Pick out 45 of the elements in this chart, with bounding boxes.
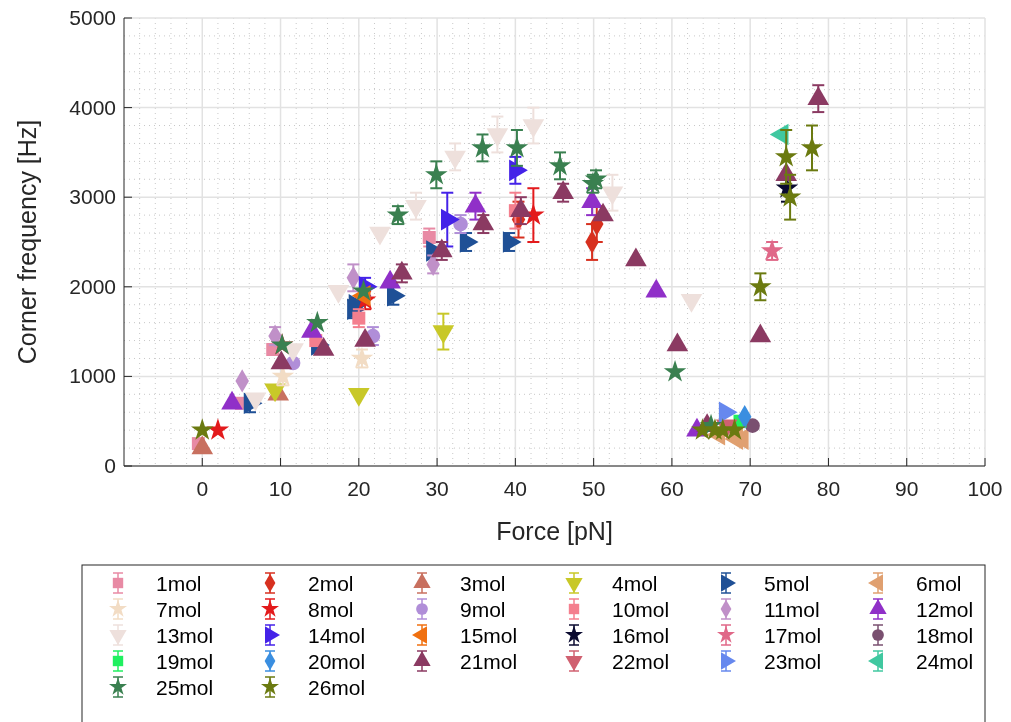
legend-label: 3mol: [460, 572, 506, 595]
x-tick-label: 0: [196, 477, 209, 500]
legend-label: 10mol: [612, 598, 670, 621]
y-tick-label: 5000: [69, 6, 116, 29]
legend-label: 15mol: [460, 624, 518, 647]
x-tick-label: 60: [660, 477, 684, 500]
legend-label: 18mol: [916, 624, 974, 647]
legend-label: 13mol: [156, 624, 214, 647]
legend-label: 25mol: [156, 676, 214, 699]
legend-label: 6mol: [916, 572, 962, 595]
x-tick-label: 90: [895, 477, 919, 500]
y-tick-label: 0: [104, 454, 116, 477]
legend-label: 9mol: [460, 598, 506, 621]
x-tick-label: 70: [738, 477, 762, 500]
legend-label: 19mol: [156, 650, 214, 673]
y-tick-label: 4000: [69, 95, 116, 119]
x-axis-title: Force [pN]: [496, 517, 613, 545]
y-tick-label: 3000: [69, 185, 116, 209]
y-tick-label: 1000: [69, 364, 116, 388]
x-tick-label: 40: [503, 477, 528, 500]
legend-label: 4mol: [612, 572, 658, 595]
x-tick-label: 100: [967, 477, 1003, 500]
legend-label: 24mol: [916, 650, 974, 673]
legend-label: 22mol: [612, 650, 670, 673]
x-tick-label: 10: [268, 477, 293, 500]
legend-label: 12mol: [916, 598, 974, 621]
legend-label: 16mol: [612, 624, 670, 647]
legend-label: 14mol: [308, 624, 366, 647]
legend-label: 8mol: [308, 598, 354, 621]
legend-label: 17mol: [764, 624, 822, 647]
legend-label: 20mol: [308, 650, 366, 673]
x-tick-label: 80: [816, 477, 841, 500]
x-tick-label: 30: [425, 477, 449, 500]
legend-label: 2mol: [308, 572, 354, 595]
legend-label: 1mol: [156, 572, 202, 595]
y-tick-label: 2000: [69, 274, 116, 298]
x-tick-label: 20: [347, 477, 371, 500]
legend-label: 23mol: [764, 650, 822, 673]
legend-label: 11mol: [764, 598, 820, 621]
legend-label: 7mol: [156, 598, 202, 621]
legend-label: 21mol: [460, 650, 518, 673]
y-axis-title: Corner frequency [Hz]: [13, 119, 41, 365]
legend-label: 5mol: [764, 572, 810, 595]
x-tick-label: 50: [581, 477, 606, 500]
legend-label: 26mol: [308, 676, 366, 699]
